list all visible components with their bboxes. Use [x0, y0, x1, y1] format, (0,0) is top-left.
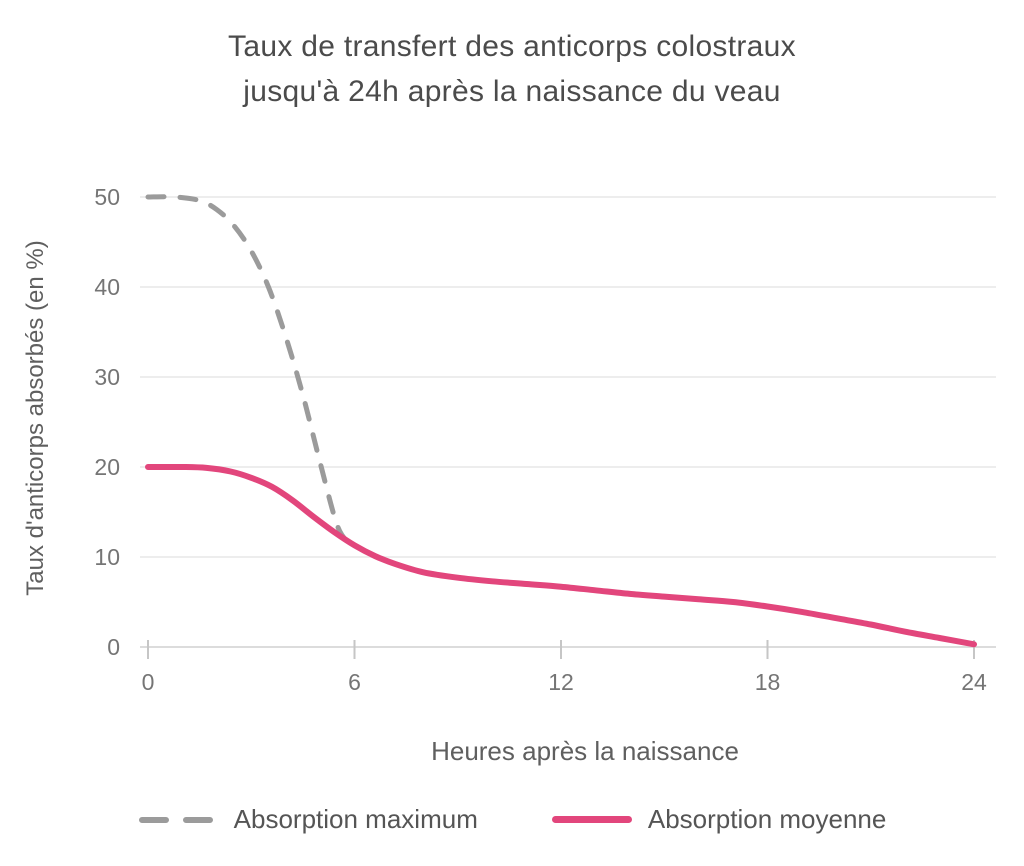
legend-item-absorption-maximum: Absorption maximum: [138, 804, 478, 835]
dashed-line-swatch-icon: [138, 816, 217, 823]
legend-label-maximum: Absorption maximum: [233, 804, 478, 834]
y-axis-label: Taux d'anticorps absorbés (en %): [22, 240, 49, 596]
y-tick-label: 30: [94, 364, 120, 390]
legend: Absorption maximum Absorption moyenne: [0, 804, 1024, 835]
x-axis-label: Heures après la naissance: [431, 736, 739, 766]
x-tick-label: 18: [754, 669, 781, 695]
x-tick-label: 12: [548, 669, 574, 695]
y-tick-label: 10: [94, 544, 120, 570]
x-tick-label: 24: [961, 669, 987, 695]
chart-title-line-1: Taux de transfert des anticorps colostra…: [228, 30, 796, 63]
chart-title: Taux de transfert des anticorps colostra…: [0, 24, 1024, 114]
solid-line-swatch-icon: [551, 816, 632, 823]
y-tick-label: 40: [94, 274, 120, 300]
chart-title-line-2: jusqu'à 24h après la naissance du veau: [243, 75, 781, 108]
legend-item-absorption-moyenne: Absorption moyenne: [551, 804, 887, 835]
y-tick-label: 50: [94, 184, 120, 210]
y-tick-label: 0: [107, 634, 120, 660]
legend-label-moyenne: Absorption moyenne: [647, 804, 887, 834]
y-tick-label: 20: [94, 454, 120, 480]
x-tick-label: 0: [141, 669, 155, 695]
x-tick-label: 6: [348, 669, 361, 695]
